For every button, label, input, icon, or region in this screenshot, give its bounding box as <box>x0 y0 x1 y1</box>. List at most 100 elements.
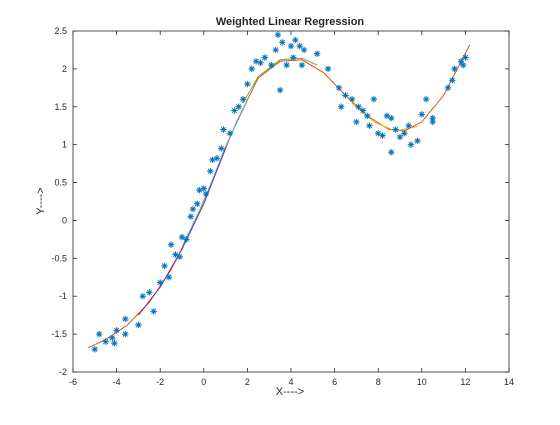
data-point <box>388 114 395 122</box>
data-point <box>375 130 382 137</box>
data-point <box>370 96 378 103</box>
data-point <box>239 96 247 103</box>
data-point <box>364 112 371 120</box>
fit-line <box>138 148 227 316</box>
y-tick-label: -1 <box>59 291 67 301</box>
data-point <box>388 149 395 156</box>
axes-box <box>72 30 510 373</box>
data-point <box>172 251 179 258</box>
x-tick-label: 4 <box>288 377 293 387</box>
x-axis-ticks: -6 -4 -2 0 2 4 6 8 10 12 14 <box>69 31 514 387</box>
x-tick-label: 6 <box>332 377 337 387</box>
data-point <box>279 39 286 46</box>
data-point <box>276 86 284 94</box>
y-tick-label: 1 <box>62 140 67 150</box>
data-point <box>414 137 421 145</box>
data-point <box>392 126 399 133</box>
data-point <box>401 130 408 137</box>
y-axis-label: Y----> <box>35 187 47 214</box>
data-point <box>449 77 456 84</box>
y-axis-ticks: -2 -1.5 -1 -0.5 0 0.5 1 1.5 2 2.5 <box>51 26 509 377</box>
data-point <box>200 185 207 192</box>
data-point <box>342 92 349 99</box>
data-point <box>292 36 299 44</box>
data-point <box>272 46 279 54</box>
data-point <box>261 54 269 61</box>
y-tick-label: 2.5 <box>54 26 67 36</box>
data-point <box>109 334 116 342</box>
data-point <box>226 130 234 137</box>
data-point <box>337 103 345 110</box>
x-tick-label: -6 <box>69 377 77 387</box>
data-point <box>231 107 238 114</box>
data-point <box>348 96 356 103</box>
x-tick-label: -4 <box>113 377 121 387</box>
data-point <box>150 308 157 315</box>
data-point <box>444 84 452 92</box>
data-point <box>355 103 362 110</box>
data-point <box>176 253 184 261</box>
data-point <box>218 145 225 152</box>
data-point <box>244 80 251 88</box>
data-point <box>95 330 103 338</box>
data-point <box>418 111 425 118</box>
data-point <box>111 340 118 347</box>
data-point <box>187 213 194 220</box>
data-point <box>189 205 197 213</box>
data-point <box>359 107 367 114</box>
data-point <box>313 50 321 57</box>
x-tick-label: -2 <box>156 377 164 387</box>
data-points <box>91 31 469 353</box>
y-tick-label: 0.5 <box>54 178 67 188</box>
data-point <box>429 114 436 122</box>
data-point <box>405 122 412 129</box>
x-tick-label: 14 <box>504 377 514 387</box>
data-point <box>122 330 129 338</box>
data-point <box>407 141 415 148</box>
data-point <box>460 61 467 69</box>
x-tick-label: 12 <box>460 377 470 387</box>
data-point <box>167 241 175 248</box>
y-tick-label: 2 <box>62 64 67 74</box>
data-point <box>451 65 458 73</box>
data-point <box>283 61 290 69</box>
data-point <box>161 262 168 270</box>
data-point <box>366 122 373 129</box>
y-tick-label: -0.5 <box>51 253 67 263</box>
data-point <box>122 315 129 323</box>
fit-line <box>242 57 318 104</box>
data-point <box>379 132 386 139</box>
data-point <box>146 289 153 296</box>
data-point <box>213 155 221 162</box>
data-point <box>300 46 308 54</box>
y-tick-label: -1.5 <box>51 329 67 339</box>
data-point <box>257 59 264 67</box>
data-point <box>353 118 360 126</box>
data-point <box>157 279 164 286</box>
x-tick-label: 0 <box>201 377 206 387</box>
data-point <box>113 327 120 334</box>
x-tick-label: 2 <box>245 377 250 387</box>
y-tick-label: 0 <box>62 215 67 225</box>
data-point <box>235 103 242 110</box>
x-tick-label: 10 <box>417 377 427 387</box>
data-point <box>135 321 142 329</box>
data-point <box>248 65 255 73</box>
data-point <box>422 96 430 103</box>
data-point <box>139 293 146 300</box>
data-point <box>298 61 306 69</box>
x-tick-label: 8 <box>376 377 381 387</box>
data-point <box>194 200 201 207</box>
data-point <box>268 61 275 69</box>
data-point <box>396 133 404 141</box>
y-tick-label: 1.5 <box>54 102 67 112</box>
data-point <box>183 236 190 243</box>
data-point <box>202 190 210 198</box>
chart-title: Weighted Linear Regression <box>216 16 365 28</box>
data-point <box>220 126 227 133</box>
data-point <box>178 233 186 241</box>
data-point <box>165 274 173 281</box>
data-point <box>274 31 282 38</box>
